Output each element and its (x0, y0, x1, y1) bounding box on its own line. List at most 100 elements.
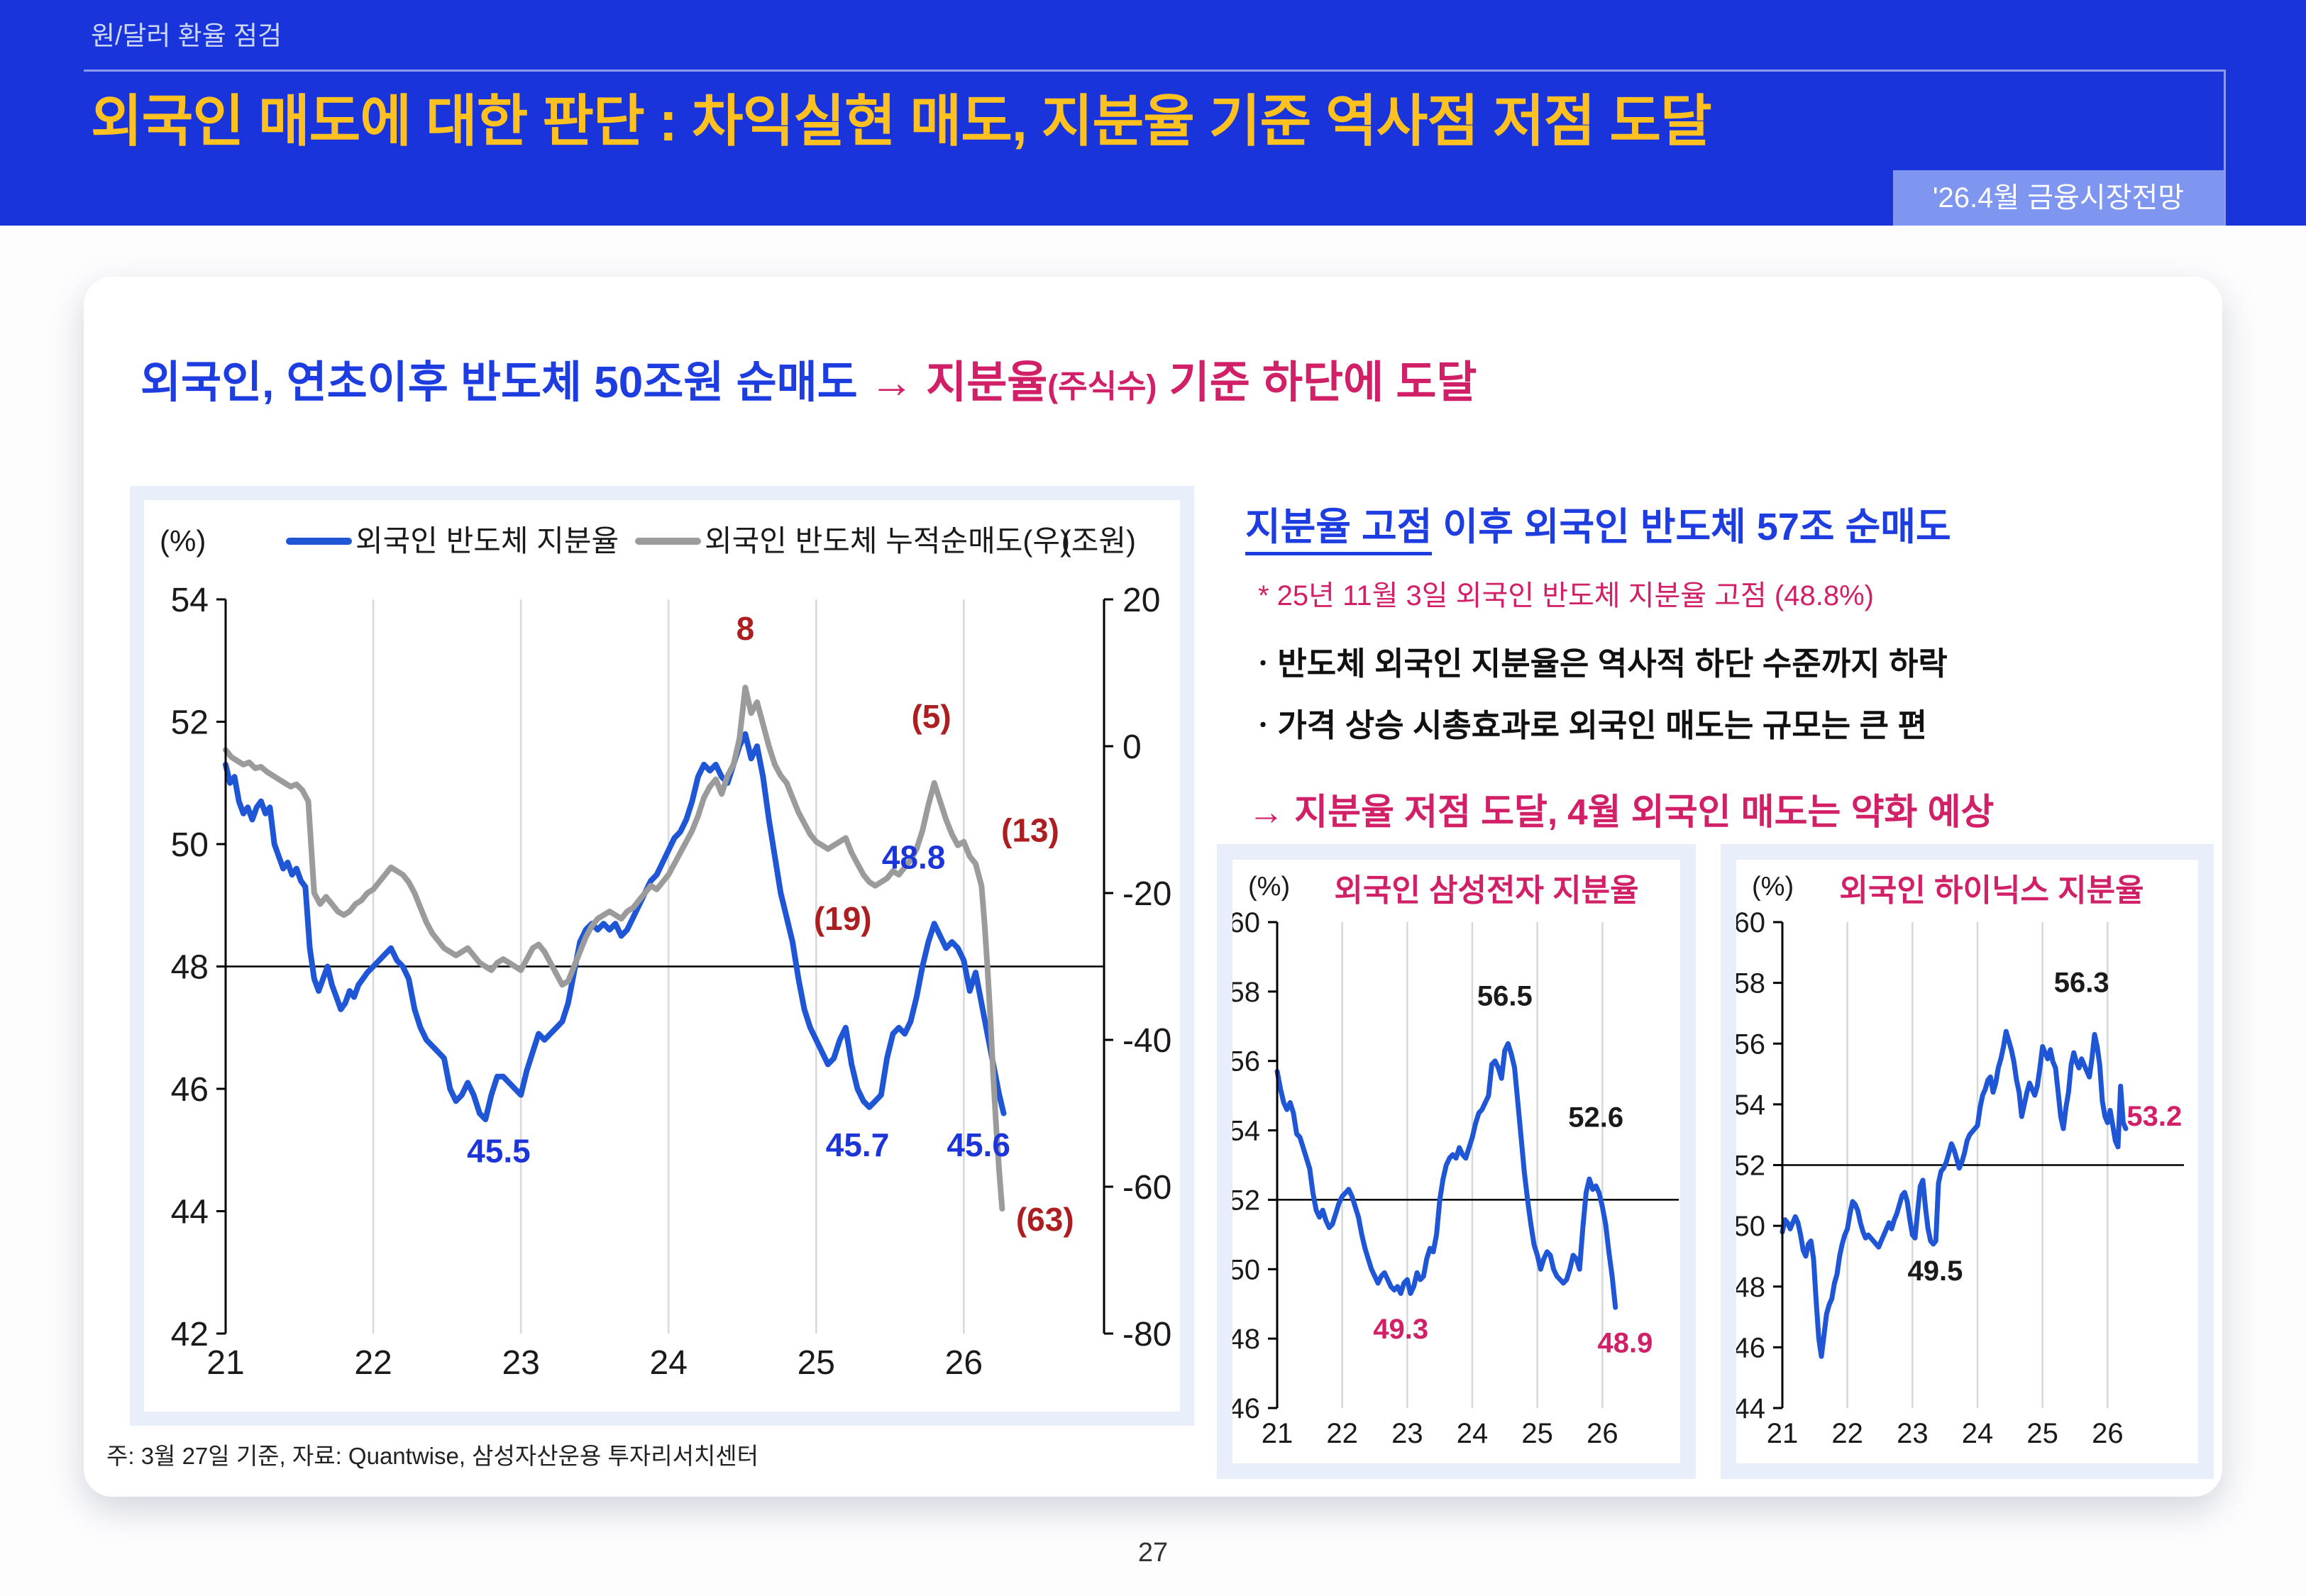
slide-header: 원/달러 환율 점검 외국인 매도에 대한 판단 : 차익실현 매도, 지분율 … (0, 0, 2306, 228)
y-tick-label: 60 (1736, 907, 1765, 938)
samsung-chart-panel: 46 48 50 52 54 56 58 60 21 22 23 24 25 26 56.5 52.6 49.3… (1217, 844, 1696, 1479)
x-tick-label: 21 (206, 1344, 244, 1382)
y-tick-label: -40 (1122, 1022, 1171, 1060)
content-card: 외국인, 연초이후 반도체 50조원 순매도 → 지분율(주식수) 기준 하단에… (84, 277, 2222, 1497)
hynix-chart: 44 46 48 50 52 54 56 58 60 21 22 23 24 25 26 56.3 49.5 53… (1736, 860, 2198, 1463)
y-tick-label: 58 (1736, 968, 1765, 999)
semiconductor-ownership-chart: 42 44 46 48 50 52 54 -80 -60 -40 -20 0 20 21 22 23 24 25 2… (160, 524, 1171, 1382)
data-annotation: 49.5 (1907, 1256, 1963, 1287)
y-tick-label: 46 (1232, 1393, 1260, 1424)
insight-title-underlined: 지분율 고점 (1245, 506, 1433, 555)
unit-right-label: (조원) (1061, 524, 1136, 558)
data-annotation: 56.5 (1477, 980, 1533, 1012)
slide-title: 외국인 매도에 대한 판단 : 차익실현 매도, 지분율 기준 역사점 저점 도… (91, 89, 1712, 153)
data-annotation: (13) (1001, 812, 1059, 849)
insight-bullet-2: ㆍ가격 상승 시총효과로 외국인 매도는 규모는 큰 편 (1248, 707, 1927, 743)
y-tick-label: 56 (1736, 1029, 1765, 1060)
source-note: 주: 3월 27일 기준, 자료: Quantwise, 삼성자산운용 투자리서… (106, 1443, 759, 1469)
unit-left-label: (%) (160, 524, 206, 558)
heading-pink-rest: 기준 하단에 도달 (1157, 358, 1477, 407)
header-eyebrow: 원/달러 환율 점검 (91, 21, 282, 50)
y-tick-label: 50 (1232, 1254, 1260, 1285)
unit-left-label: (%) (1752, 872, 1794, 902)
hynix-chart-panel: 44 46 48 50 52 54 56 58 60 21 22 23 24 25 26 56.3 49.5 53… (1721, 844, 2214, 1479)
x-tick-label: 22 (354, 1344, 392, 1382)
y-tick-label: 0 (1122, 728, 1142, 766)
y-tick-label: -80 (1122, 1316, 1171, 1353)
data-annotation: (63) (1016, 1201, 1074, 1238)
series-line (1780, 1029, 2129, 1359)
x-tick-label: 25 (2026, 1418, 2058, 1449)
x-tick-label: 21 (1767, 1418, 1799, 1449)
heading-pink-part: 지분율 (913, 358, 1048, 407)
x-tick-label: 26 (2092, 1418, 2124, 1449)
insight-title: 지분율 고점 이후 외국인 반도체 57조 순매도 (1245, 495, 2231, 555)
y-tick-label: 50 (1736, 1211, 1765, 1242)
y-tick-label: 54 (171, 582, 209, 619)
series-line (223, 685, 1005, 1212)
data-annotation: 8 (737, 610, 755, 647)
y-tick-label: 42 (171, 1316, 209, 1353)
x-tick-label: 26 (945, 1344, 983, 1382)
data-annotation: 52.6 (1568, 1102, 1623, 1134)
insight-bullet-1: ㆍ반도체 외국인 지분율은 역사적 하단 수준까지 하락 (1248, 645, 1948, 682)
y-tick-label: 52 (171, 704, 209, 741)
y-tick-label: 52 (1232, 1185, 1260, 1216)
y-tick-label: 48 (171, 948, 209, 986)
x-tick-label: 25 (798, 1344, 835, 1382)
series-line (1274, 1041, 1618, 1310)
edition-badge: '26.4월 금융시장전망 (1893, 170, 2224, 226)
chart-title: 외국인 삼성전자 지분율 (1334, 873, 1638, 908)
samsung-chart: 46 48 50 52 54 56 58 60 21 22 23 24 25 26 56.5 52.6 49.3… (1232, 860, 1680, 1463)
main-chart: 42 44 46 48 50 52 54 -80 -60 -40 -20 0 20 21 22 23 24 25 2… (144, 500, 1180, 1412)
x-tick-label: 26 (1587, 1418, 1618, 1449)
data-annotation: 48.9 (1597, 1328, 1653, 1359)
insight-title-rest: 이후 외국인 반도체 57조 순매도 (1432, 506, 1951, 548)
y-tick-label: 56 (1232, 1046, 1260, 1077)
x-tick-label: 23 (1897, 1418, 1929, 1449)
heading-arrow: → (869, 358, 914, 407)
x-tick-label: 22 (1831, 1418, 1863, 1449)
y-tick-label: 46 (1736, 1332, 1765, 1363)
y-tick-label: 44 (171, 1193, 209, 1231)
hynix-ownership-chart: 44 46 48 50 52 54 56 58 60 21 22 23 24 25 26 56.3 49.5 53… (1736, 872, 2184, 1449)
samsung-ownership-chart: 46 48 50 52 54 56 58 60 21 22 23 24 25 26 56.5 52.6 49.3… (1232, 872, 1679, 1449)
insight-block: 지분율 고점 이후 외국인 반도체 57조 순매도 * 25년 11월 3일 외… (1245, 495, 2231, 835)
y-tick-label: 54 (1232, 1116, 1260, 1147)
x-tick-label: 22 (1326, 1418, 1358, 1449)
y-tick-label: 54 (1736, 1090, 1765, 1121)
data-annotation: 45.6 (947, 1126, 1010, 1163)
data-annotation: 49.3 (1373, 1314, 1428, 1345)
y-tick-label: 52 (1736, 1151, 1765, 1182)
y-tick-label: 48 (1736, 1272, 1765, 1303)
y-tick-label: 50 (171, 826, 209, 864)
heading-blue-part: 외국인, 연초이후 반도체 50조원 순매도 (140, 358, 870, 407)
y-tick-label: -60 (1122, 1169, 1171, 1207)
x-tick-label: 24 (650, 1344, 688, 1382)
data-annotation: (19) (814, 900, 872, 937)
data-annotation: 45.5 (467, 1133, 531, 1170)
data-annotation: 48.8 (882, 839, 946, 876)
y-tick-label: -20 (1122, 875, 1171, 913)
x-tick-label: 25 (1521, 1418, 1553, 1449)
section-heading: 외국인, 연초이후 반도체 50조원 순매도 → 지분율(주식수) 기준 하단에… (140, 346, 1477, 410)
title-frame (84, 70, 2226, 228)
series-line (223, 731, 1007, 1123)
y-tick-label: 46 (171, 1071, 209, 1109)
legend-label: 외국인 반도체 누적순매도(우) (705, 524, 1070, 558)
page-number: 27 (1137, 1538, 1169, 1568)
data-annotation: 56.3 (2054, 967, 2109, 998)
legend-label: 외국인 반도체 지분율 (355, 524, 619, 558)
insight-note: * 25년 11월 3일 외국인 반도체 지분율 고점 (48.8%) (1258, 580, 1874, 611)
data-annotation: 45.7 (826, 1126, 890, 1163)
y-tick-label: 44 (1736, 1393, 1765, 1424)
y-tick-label: 60 (1232, 907, 1260, 938)
x-tick-label: 23 (1391, 1418, 1423, 1449)
main-chart-panel: 42 44 46 48 50 52 54 -80 -60 -40 -20 0 20 21 22 23 24 25 2… (130, 486, 1194, 1426)
heading-pink-small: (주식수) (1047, 368, 1157, 404)
y-tick-label: 58 (1232, 977, 1260, 1008)
y-tick-label: 20 (1122, 582, 1160, 619)
x-tick-label: 23 (502, 1344, 539, 1382)
chart-title: 외국인 하이닉스 지분율 (1839, 873, 2144, 908)
